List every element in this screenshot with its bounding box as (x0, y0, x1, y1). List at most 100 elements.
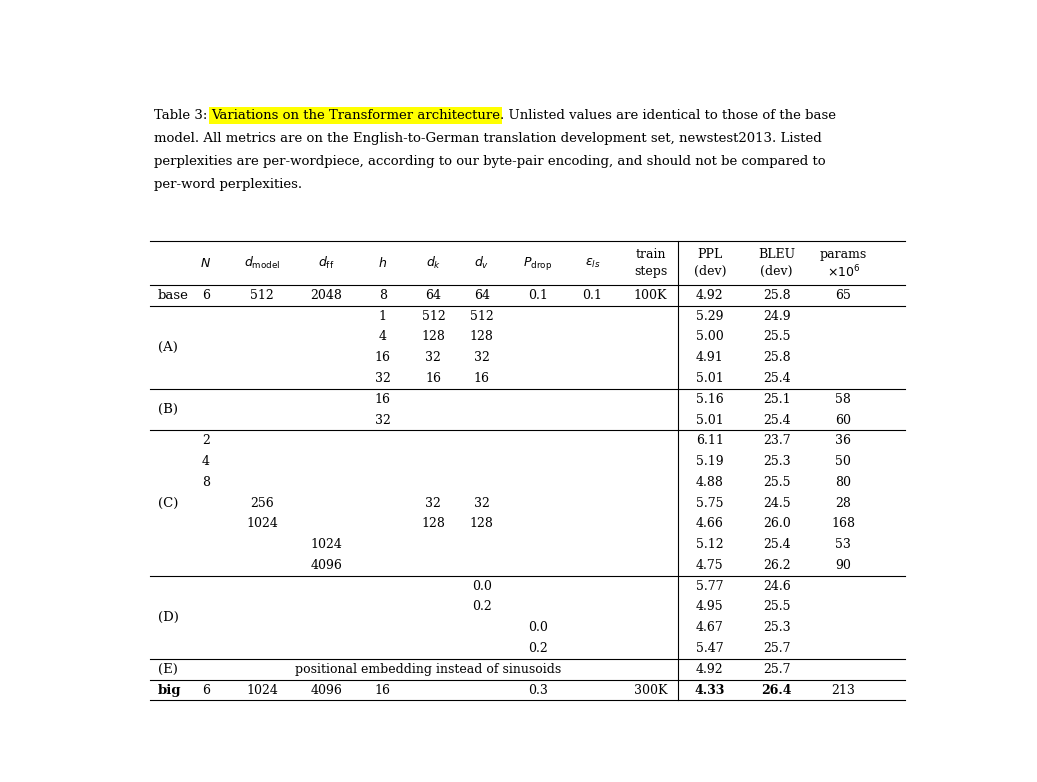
Text: 5.12: 5.12 (696, 538, 724, 551)
Text: (dev): (dev) (694, 265, 726, 278)
Text: (dev): (dev) (760, 265, 793, 278)
Text: 58: 58 (836, 393, 851, 406)
Text: 16: 16 (474, 372, 489, 385)
Text: 4: 4 (379, 331, 387, 343)
Text: 4.92: 4.92 (696, 663, 724, 676)
Text: 64: 64 (474, 289, 489, 302)
Text: 50: 50 (836, 455, 851, 468)
Text: 0.3: 0.3 (528, 683, 548, 697)
Text: $N$: $N$ (200, 256, 212, 270)
Text: (B): (B) (158, 404, 177, 416)
Text: 6: 6 (202, 683, 209, 697)
Text: 4.92: 4.92 (696, 289, 724, 302)
Text: 0.0: 0.0 (472, 579, 492, 593)
Text: 90: 90 (836, 559, 851, 572)
Text: (E): (E) (158, 663, 177, 676)
Text: 25.8: 25.8 (763, 289, 790, 302)
Text: 23.7: 23.7 (763, 434, 790, 447)
Text: 512: 512 (470, 310, 494, 323)
Text: 4.95: 4.95 (696, 601, 724, 614)
Text: 25.3: 25.3 (763, 455, 790, 468)
Text: big: big (158, 683, 181, 697)
Text: 16: 16 (374, 393, 391, 406)
Text: 36: 36 (835, 434, 851, 447)
Text: 25.4: 25.4 (763, 372, 790, 385)
Text: 0.1: 0.1 (528, 289, 548, 302)
Text: 6: 6 (202, 289, 209, 302)
Text: 4096: 4096 (311, 683, 342, 697)
Text: 8: 8 (379, 289, 387, 302)
Text: 24.5: 24.5 (763, 497, 790, 510)
Text: . Unlisted values are identical to those of the base: . Unlisted values are identical to those… (501, 109, 837, 122)
Text: positional embedding instead of sinusoids: positional embedding instead of sinusoid… (296, 663, 561, 676)
Text: 5.47: 5.47 (696, 642, 724, 655)
Text: 512: 512 (421, 310, 445, 323)
Text: 5.01: 5.01 (696, 372, 724, 385)
Text: 128: 128 (421, 331, 445, 343)
Text: (D): (D) (158, 611, 178, 624)
Text: steps: steps (634, 265, 667, 278)
Text: $d_{\mathrm{model}}$: $d_{\mathrm{model}}$ (244, 255, 280, 271)
Text: 25.7: 25.7 (763, 663, 790, 676)
Text: 5.16: 5.16 (696, 393, 724, 406)
Text: 256: 256 (250, 497, 274, 510)
Text: 1024: 1024 (247, 683, 278, 697)
Text: 2: 2 (202, 434, 209, 447)
Text: 25.5: 25.5 (763, 601, 790, 614)
Text: 25.5: 25.5 (763, 331, 790, 343)
Text: train: train (635, 248, 666, 261)
Text: 16: 16 (425, 372, 442, 385)
Text: 5.29: 5.29 (696, 310, 724, 323)
Text: 4: 4 (202, 455, 209, 468)
Text: 26.0: 26.0 (762, 518, 790, 530)
Text: 0.0: 0.0 (528, 621, 548, 634)
Text: $d_{\mathrm{ff}}$: $d_{\mathrm{ff}}$ (318, 255, 335, 271)
Text: 6.11: 6.11 (696, 434, 724, 447)
Text: (C): (C) (158, 497, 178, 510)
Text: 1024: 1024 (247, 518, 278, 530)
Text: 5.75: 5.75 (696, 497, 724, 510)
Text: 32: 32 (474, 351, 489, 364)
Text: 4.75: 4.75 (696, 559, 724, 572)
Text: 2048: 2048 (311, 289, 342, 302)
Text: Table 3:: Table 3: (153, 109, 212, 122)
Text: 26.2: 26.2 (763, 559, 790, 572)
Text: 25.4: 25.4 (763, 414, 790, 426)
Text: 25.5: 25.5 (763, 475, 790, 489)
Text: model. All metrics are on the English-to-German translation development set, new: model. All metrics are on the English-to… (153, 132, 821, 145)
Text: (A): (A) (158, 341, 177, 353)
Text: 4.67: 4.67 (696, 621, 724, 634)
Text: 168: 168 (832, 518, 856, 530)
Text: 5.77: 5.77 (696, 579, 724, 593)
Text: 64: 64 (425, 289, 442, 302)
Text: $\times10^6$: $\times10^6$ (826, 264, 860, 280)
Text: PPL: PPL (697, 248, 723, 261)
Text: 28: 28 (836, 497, 851, 510)
Text: 24.9: 24.9 (763, 310, 790, 323)
Text: 512: 512 (250, 289, 274, 302)
Text: 25.1: 25.1 (763, 393, 790, 406)
Text: 0.2: 0.2 (528, 642, 548, 655)
Text: 4096: 4096 (311, 559, 342, 572)
Text: Variations on the Transformer architecture: Variations on the Transformer architectu… (212, 109, 501, 122)
Text: 5.19: 5.19 (696, 455, 724, 468)
Text: 0.2: 0.2 (472, 601, 492, 614)
Text: 65: 65 (836, 289, 851, 302)
Text: 25.4: 25.4 (763, 538, 790, 551)
Text: $P_{\mathrm{drop}}$: $P_{\mathrm{drop}}$ (524, 255, 553, 271)
Text: 4.91: 4.91 (696, 351, 724, 364)
Text: 213: 213 (832, 683, 856, 697)
Text: perplexities are per-wordpiece, according to our byte-pair encoding, and should : perplexities are per-wordpiece, accordin… (153, 155, 825, 167)
Text: $d_v$: $d_v$ (474, 255, 489, 271)
Text: 60: 60 (835, 414, 851, 426)
Text: 4.66: 4.66 (696, 518, 724, 530)
Text: 4.33: 4.33 (695, 683, 725, 697)
Text: 128: 128 (421, 518, 445, 530)
Text: 25.8: 25.8 (763, 351, 790, 364)
Text: 8: 8 (202, 475, 209, 489)
Text: 128: 128 (470, 331, 494, 343)
Text: $\epsilon_{ls}$: $\epsilon_{ls}$ (585, 256, 600, 270)
Text: 128: 128 (470, 518, 494, 530)
Text: 16: 16 (374, 351, 391, 364)
Text: 5.01: 5.01 (696, 414, 724, 426)
